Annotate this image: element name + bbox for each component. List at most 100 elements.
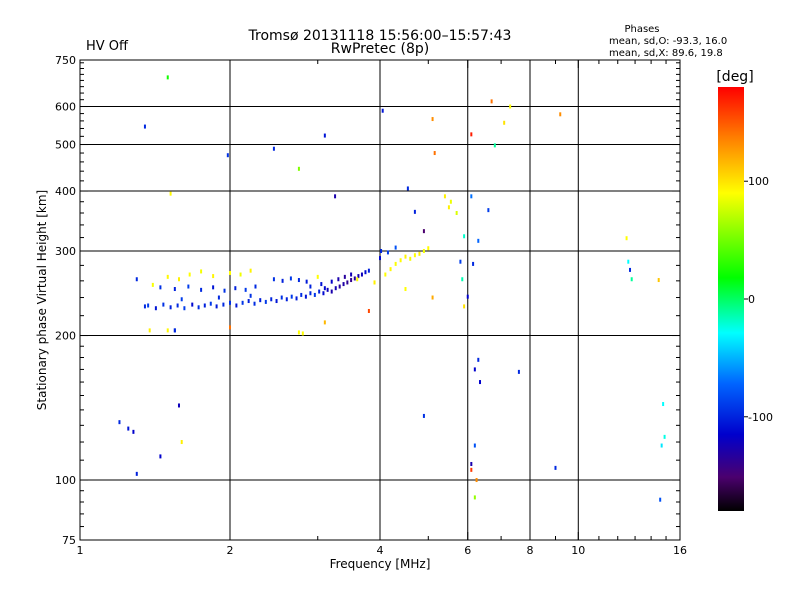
data-point — [418, 251, 421, 256]
x-axis-tick-labels: 1 2 4 6 8 10 16 — [77, 544, 688, 557]
data-point — [422, 229, 425, 234]
data-point — [629, 267, 632, 272]
data-point — [229, 270, 231, 275]
y-tick-label: 300 — [55, 245, 76, 258]
data-point — [475, 478, 478, 483]
data-point — [470, 461, 473, 466]
data-point — [323, 320, 326, 325]
data-point — [433, 151, 436, 156]
data-point — [309, 291, 312, 296]
data-point — [326, 287, 329, 292]
data-point — [148, 328, 151, 333]
data-point — [297, 166, 300, 171]
data-point — [338, 284, 341, 289]
data-point — [422, 413, 425, 418]
data-point — [212, 274, 215, 279]
data-point — [380, 249, 383, 254]
data-point — [409, 256, 412, 261]
status-label: HV Off — [86, 39, 129, 54]
y-tick-label: 500 — [55, 139, 76, 152]
data-point — [159, 454, 162, 459]
data-point — [455, 211, 458, 216]
data-point — [281, 278, 284, 283]
data-point — [350, 272, 353, 277]
data-point — [217, 295, 220, 300]
y-tick-label: 600 — [55, 101, 76, 114]
data-point — [356, 277, 359, 282]
data-point — [301, 331, 304, 336]
data-point — [239, 272, 242, 277]
data-point — [431, 295, 434, 300]
data-point — [406, 186, 409, 191]
data-point — [334, 194, 337, 199]
data-point — [203, 303, 206, 308]
data-point — [223, 288, 226, 293]
data-point — [166, 274, 169, 279]
data-point — [180, 297, 183, 302]
data-point — [200, 287, 203, 292]
data-point — [470, 194, 473, 199]
data-point — [625, 236, 628, 241]
data-point — [188, 272, 191, 277]
data-point — [249, 293, 252, 298]
colorbar-label: [deg] — [716, 69, 753, 85]
data-point — [135, 471, 138, 476]
data-point — [289, 276, 292, 281]
data-point — [280, 295, 283, 300]
data-point — [343, 274, 346, 279]
data-point — [166, 75, 169, 80]
x-tick-label: 4 — [377, 544, 384, 557]
data-point — [463, 234, 466, 239]
data-point — [431, 117, 434, 122]
data-point — [166, 328, 169, 333]
data-point — [275, 299, 278, 304]
data-point — [151, 282, 154, 287]
y-tick-label: 750 — [55, 54, 76, 67]
data-point — [427, 246, 430, 251]
data-point — [177, 277, 180, 282]
phases-x-stats: mean, sd,X: 89.6, 19.8 — [609, 48, 723, 59]
data-point — [169, 191, 172, 196]
y-axis-tick-labels: 75 100 200 300 400 500 600 750 — [55, 54, 76, 547]
data-point — [305, 279, 308, 284]
data-point — [173, 328, 176, 333]
data-point — [330, 289, 333, 294]
data-point — [264, 299, 267, 304]
data-point — [662, 402, 665, 407]
y-tick-label: 75 — [62, 534, 76, 547]
data-point — [235, 303, 238, 308]
data-point — [147, 303, 150, 308]
data-point — [212, 285, 215, 290]
data-point — [659, 497, 662, 502]
data-point — [342, 282, 345, 287]
data-point — [197, 305, 200, 310]
data-point — [309, 284, 312, 289]
data-point — [473, 443, 476, 448]
data-point — [300, 292, 303, 297]
data-point — [209, 301, 212, 306]
x-tick-label: 2 — [227, 544, 234, 557]
x-axis-label: Frequency [MHz] — [330, 557, 431, 571]
data-point — [389, 267, 392, 272]
phases-heading: Phases — [624, 24, 659, 35]
data-point — [323, 133, 326, 138]
data-point — [630, 277, 633, 282]
data-point — [244, 287, 247, 292]
data-point — [143, 304, 146, 309]
data-point — [357, 274, 360, 279]
data-point — [490, 99, 493, 104]
data-point — [259, 298, 262, 303]
colorbar-ticks: 100 0 -100 — [744, 175, 773, 424]
data-point — [472, 261, 475, 266]
data-point — [422, 249, 425, 254]
chart-title: Tromsø 20131118 15:56:00–15:57:43 — [248, 28, 512, 44]
x-tick-label: 6 — [464, 544, 471, 557]
data-point — [413, 253, 416, 258]
x-tick-label: 10 — [571, 544, 585, 557]
data-point — [477, 238, 480, 243]
data-point — [367, 268, 370, 273]
data-point — [215, 304, 218, 309]
data-point — [517, 369, 520, 374]
data-point — [285, 297, 288, 302]
